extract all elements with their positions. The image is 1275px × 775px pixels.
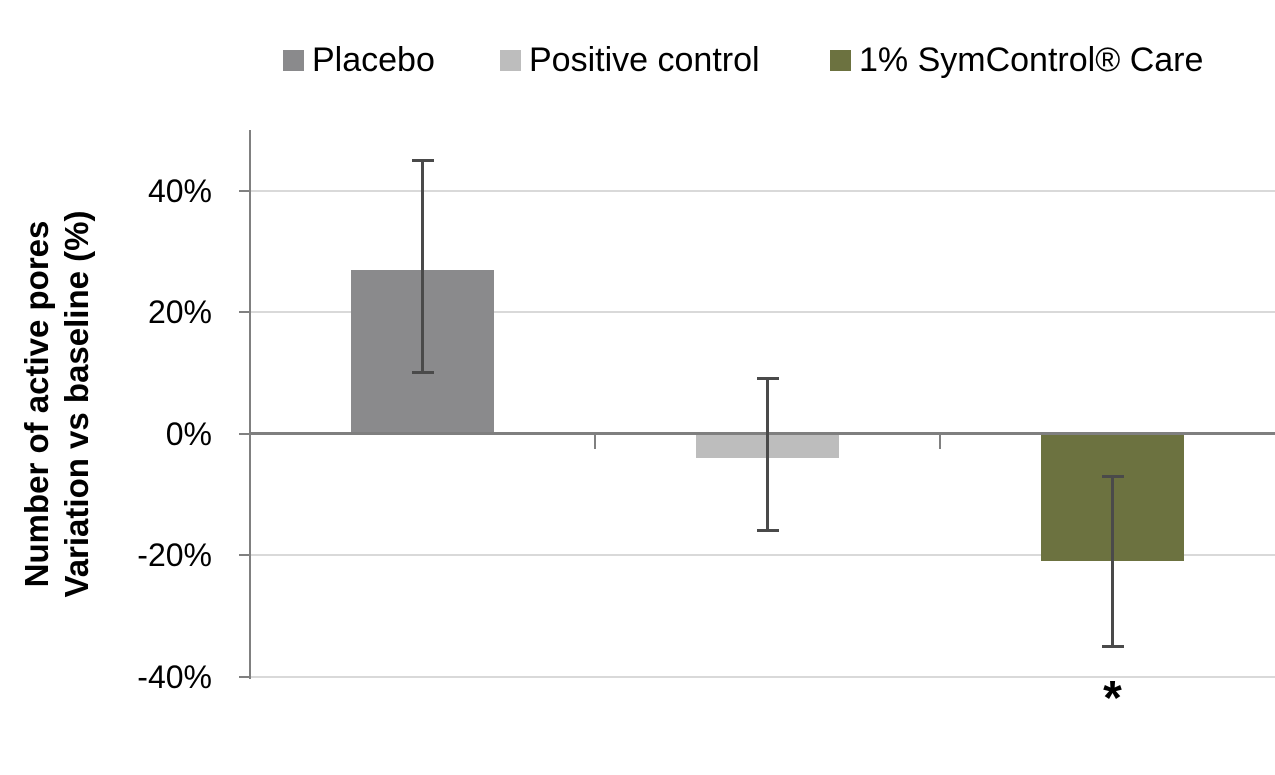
- x-axis-tick-1: [594, 434, 596, 449]
- error-bar-line-0: [421, 160, 424, 373]
- error-bar-cap-low-1: [756, 529, 779, 533]
- error-bar-cap-low-2: [1101, 644, 1124, 648]
- y-axis-tick--20: [239, 554, 250, 557]
- y-axis-line: [249, 130, 251, 679]
- y-axis-tick-0: [239, 432, 250, 435]
- gridline--40: [250, 675, 1275, 678]
- x-axis-tick-2: [939, 434, 941, 449]
- gridline-20: [250, 311, 1275, 314]
- error-bar-cap-high-2: [1101, 474, 1124, 478]
- error-bar-line-1: [766, 378, 769, 531]
- significance-asterisk: *: [1103, 671, 1122, 725]
- gridline-40: [250, 189, 1275, 192]
- legend-swatch-symcontrol-icon: [830, 49, 851, 71]
- legend-label-symcontrol: 1% SymControl® Care: [859, 41, 1204, 79]
- y-axis-tick-20: [239, 311, 250, 314]
- y-axis-tick-40: [239, 189, 250, 192]
- y-tick-label-0: 0%: [165, 415, 212, 452]
- y-tick-label-40: 40%: [147, 172, 212, 209]
- y-axis-title-line2: Variation vs baseline (%): [58, 210, 95, 598]
- legend-swatch-positive-control-icon: [500, 49, 521, 71]
- legend-item-placebo: Placebo: [283, 38, 435, 82]
- legend-label-positive-control: Positive control: [529, 41, 760, 79]
- y-axis-tick--40: [239, 675, 250, 678]
- legend-item-symcontrol: 1% SymControl® Care: [830, 38, 1203, 82]
- y-axis-title: Number of active pores Variation vs base…: [17, 154, 99, 654]
- y-tick-label-20: 20%: [147, 294, 212, 331]
- error-bar-cap-high-0: [411, 158, 434, 162]
- gridline--20: [250, 554, 1275, 557]
- error-bar-cap-low-0: [411, 371, 434, 375]
- y-tick-label--40: -40%: [137, 658, 212, 695]
- error-bar-line-2: [1111, 476, 1114, 647]
- y-tick-label--20: -20%: [137, 537, 212, 574]
- legend-swatch-placebo-icon: [283, 49, 304, 71]
- legend-item-positive-control: Positive control: [500, 38, 760, 82]
- zero-axis-line: [250, 432, 1275, 436]
- legend-label-placebo: Placebo: [312, 41, 435, 79]
- y-axis-title-line1: Number of active pores: [18, 220, 55, 588]
- error-bar-cap-high-1: [756, 377, 779, 381]
